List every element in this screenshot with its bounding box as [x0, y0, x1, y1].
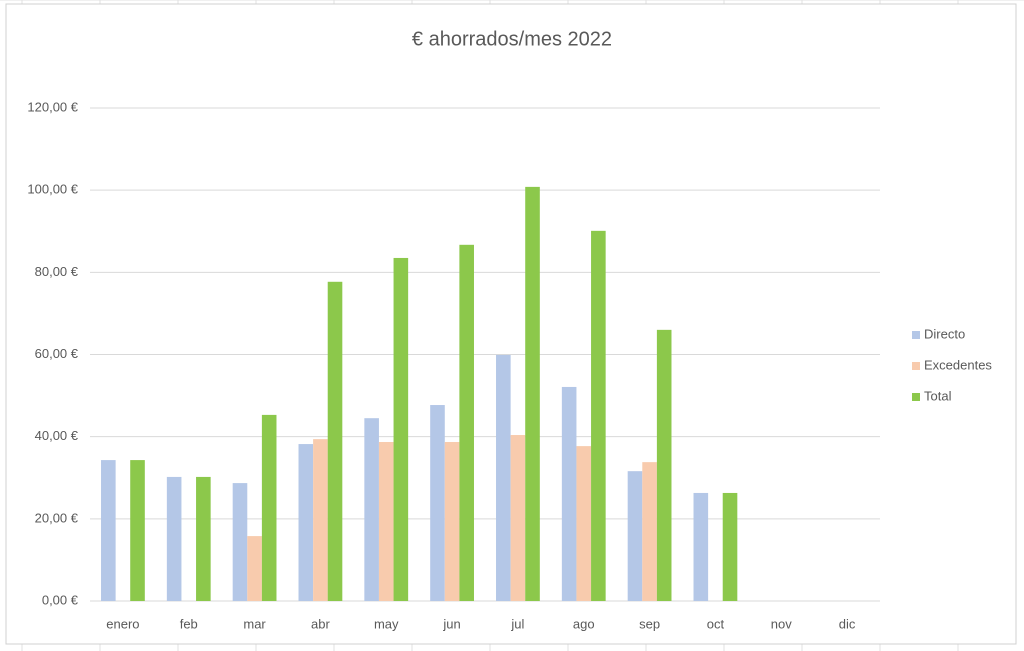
x-tick-label: oct	[707, 616, 725, 631]
x-tick-label: sep	[639, 616, 660, 631]
bar	[166, 476, 182, 601]
y-tick-label: 20,00 €	[35, 510, 79, 525]
x-tick-label: jun	[442, 616, 460, 631]
x-tick-label: feb	[180, 616, 198, 631]
y-tick-label: 0,00 €	[42, 592, 79, 607]
bar	[430, 405, 445, 601]
x-tick-label: may	[374, 616, 399, 631]
y-tick-label: 40,00 €	[35, 428, 79, 443]
bar	[576, 446, 592, 601]
y-tick-label: 80,00 €	[35, 264, 79, 279]
bar	[364, 418, 379, 601]
bar	[232, 483, 248, 601]
x-tick-label: abr	[311, 616, 330, 631]
bar	[642, 462, 657, 601]
x-tick-label: nov	[771, 616, 792, 631]
bar	[591, 230, 606, 601]
bar	[510, 435, 526, 601]
x-tick-label: ago	[573, 616, 595, 631]
bar	[496, 354, 511, 601]
bar	[101, 460, 116, 601]
x-tick-label: dic	[839, 616, 856, 631]
legend-label: Excedentes	[924, 357, 992, 372]
bar	[298, 444, 314, 601]
legend-swatch	[912, 331, 920, 339]
bar	[459, 244, 474, 601]
bar	[627, 471, 643, 601]
y-tick-label: 100,00 €	[27, 182, 78, 197]
bar	[561, 386, 577, 601]
bar	[656, 329, 672, 601]
legend-swatch	[912, 362, 920, 370]
bar	[196, 476, 211, 601]
y-tick-label: 120,00 €	[27, 99, 78, 114]
legend-swatch	[912, 393, 920, 401]
legend-label: Directo	[924, 326, 965, 341]
x-tick-label: mar	[243, 616, 266, 631]
bar	[525, 186, 540, 601]
bar	[722, 492, 738, 601]
y-tick-label: 60,00 €	[35, 346, 79, 361]
bar	[444, 442, 460, 601]
bar	[313, 439, 328, 601]
bar	[247, 536, 262, 601]
bar	[327, 281, 343, 601]
bar	[693, 492, 709, 601]
bar	[378, 442, 394, 601]
x-tick-label: enero	[106, 616, 139, 631]
bar	[130, 460, 145, 601]
bar	[261, 414, 277, 601]
chart-title: € ahorrados/mes 2022	[412, 28, 612, 50]
legend-label: Total	[924, 388, 952, 403]
bar	[393, 257, 409, 601]
x-tick-label: jul	[510, 616, 524, 631]
